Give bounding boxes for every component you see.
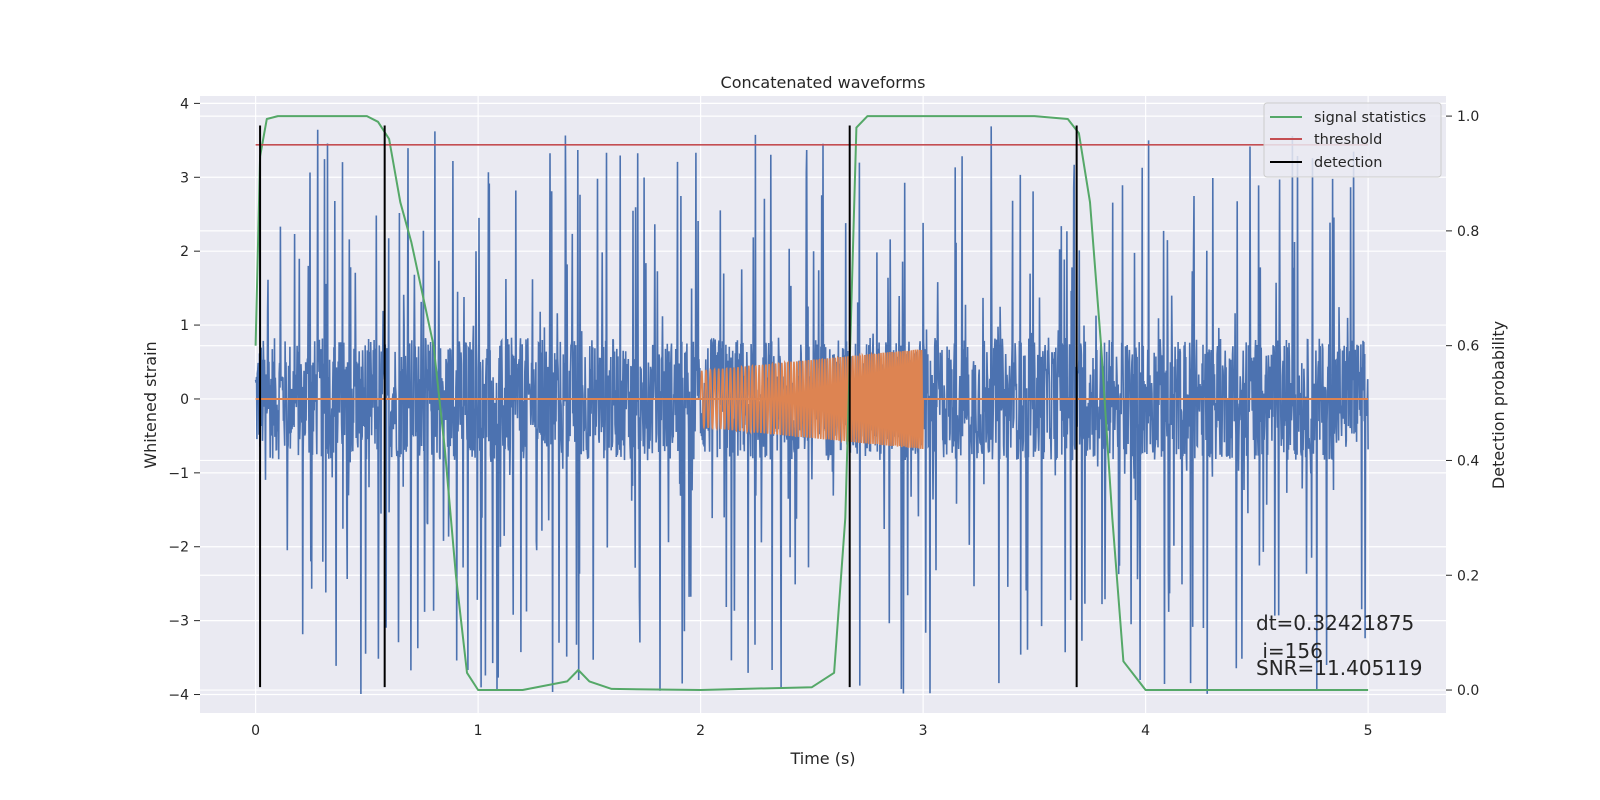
annotation-dt: dt=0.32421875 xyxy=(1256,611,1414,635)
legend-label-threshold: threshold xyxy=(1314,132,1382,148)
y2-tick-label: 0.4 xyxy=(1457,453,1479,469)
x-axis-label: Time (s) xyxy=(789,749,855,768)
y2-tick-label: 0.6 xyxy=(1457,339,1479,355)
annotation-snr: SNR=11.405119 xyxy=(1256,656,1422,680)
template-series xyxy=(255,349,1369,450)
legend: signal statistics threshold detection xyxy=(1263,102,1442,178)
x-tick-label: 1 xyxy=(474,723,483,739)
y-tick-label: 3 xyxy=(180,170,189,186)
chart-title: Concatenated waveforms xyxy=(721,73,926,92)
y-tick-label: −2 xyxy=(168,540,189,556)
template-chirp-line xyxy=(699,349,924,450)
y-tick-label: 1 xyxy=(180,318,189,334)
y2-tick-label: 0.0 xyxy=(1457,683,1479,699)
x-tick-label: 4 xyxy=(1141,723,1150,739)
detection-series xyxy=(259,125,1078,688)
annotation-index: i=156 xyxy=(1256,639,1323,663)
y-tick-label: −4 xyxy=(168,688,189,704)
y2-tick-label: 1.0 xyxy=(1457,109,1479,125)
axes: 0 1 2 3 4 5 −4 −3 −2 −1 0 1 2 3 4 0.0 0.2 0.4 0.6 0.8 1.0 xyxy=(168,96,1479,739)
y-tick-label: −3 xyxy=(168,614,189,630)
y-tick-label: 0 xyxy=(180,392,189,408)
y2-tick-label: 0.2 xyxy=(1457,568,1479,584)
x-tick-label: 0 xyxy=(251,723,260,739)
x-tick-label: 2 xyxy=(696,723,705,739)
y-axis-label: Whitened strain xyxy=(141,341,160,468)
x-tick-label: 3 xyxy=(919,723,928,739)
x-tick-label: 5 xyxy=(1364,723,1373,739)
y-tick-label: −1 xyxy=(168,466,189,482)
y-tick-label: 2 xyxy=(180,244,189,260)
y2-tick-label: 0.8 xyxy=(1457,224,1479,240)
legend-box xyxy=(1263,102,1442,178)
y2-axis-label: Detection probability xyxy=(1489,321,1508,489)
legend-label-signal-statistics: signal statistics xyxy=(1314,110,1426,126)
legend-label-detection: detection xyxy=(1314,155,1382,171)
y-tick-label: 4 xyxy=(180,96,189,112)
